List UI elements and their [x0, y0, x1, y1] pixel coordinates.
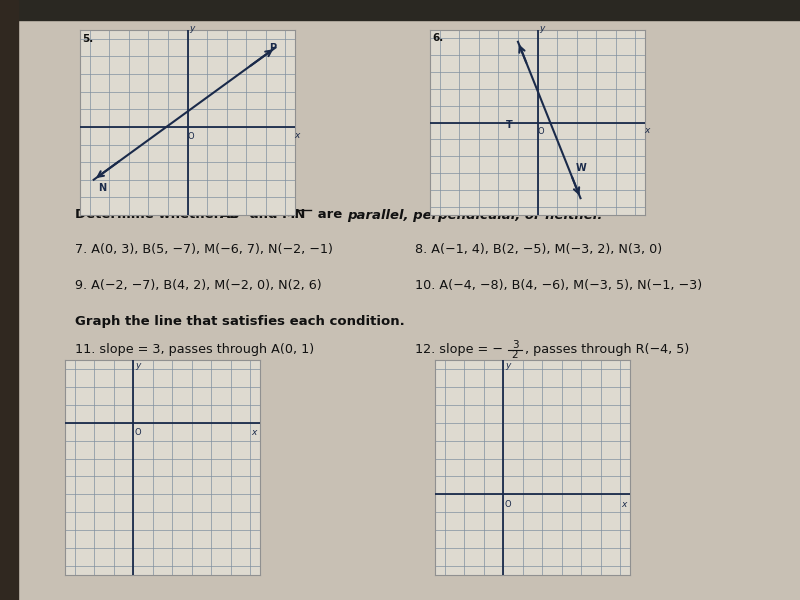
Text: Determine whether: Determine whether — [75, 208, 225, 221]
Text: Graph the line that satisfies each condition.: Graph the line that satisfies each condi… — [75, 316, 405, 329]
Text: T: T — [506, 119, 513, 130]
Text: O: O — [537, 127, 544, 136]
Text: 2: 2 — [512, 350, 518, 360]
Text: AB: AB — [220, 208, 240, 221]
Text: 11. slope = 3, passes through A(0, 1): 11. slope = 3, passes through A(0, 1) — [75, 343, 314, 356]
Text: MN: MN — [282, 208, 306, 221]
Text: and: and — [245, 208, 282, 221]
Bar — [0, 0, 800, 20]
Text: P: P — [269, 43, 276, 53]
Text: O: O — [135, 428, 142, 437]
Text: 7. A(0, 3), B(5, −7), M(−6, 7), N(−2, −1): 7. A(0, 3), B(5, −7), M(−6, 7), N(−2, −1… — [75, 244, 333, 257]
Text: , passes through R(−4, 5): , passes through R(−4, 5) — [525, 343, 690, 356]
Text: y: y — [135, 361, 141, 370]
Text: 3: 3 — [512, 340, 518, 350]
Bar — [0, 0, 18, 600]
Text: parallel, perpendicular, or neither.: parallel, perpendicular, or neither. — [347, 208, 602, 221]
Text: 10. A(−4, −8), B(4, −6), M(−3, 5), N(−1, −3): 10. A(−4, −8), B(4, −6), M(−3, 5), N(−1,… — [415, 278, 702, 292]
Text: x: x — [644, 127, 650, 136]
Text: are: are — [313, 208, 347, 221]
Text: x: x — [251, 428, 257, 437]
Text: y: y — [506, 361, 511, 370]
Text: N: N — [98, 183, 106, 193]
Text: y: y — [190, 24, 195, 33]
Text: 5.: 5. — [82, 34, 94, 44]
Text: 9. A(−2, −7), B(4, 2), M(−2, 0), N(2, 6): 9. A(−2, −7), B(4, 2), M(−2, 0), N(2, 6) — [75, 278, 322, 292]
Text: x: x — [622, 500, 627, 509]
Text: O: O — [505, 500, 511, 509]
Text: W: W — [576, 163, 586, 173]
Text: 12. slope = −: 12. slope = − — [415, 343, 503, 356]
Text: O: O — [187, 132, 194, 141]
Text: 6.: 6. — [432, 34, 443, 43]
Text: ĂB̆: ĂB̆ — [220, 208, 240, 221]
Text: 8. A(−1, 4), B(2, −5), M(−3, 2), N(3, 0): 8. A(−1, 4), B(2, −5), M(−3, 2), N(3, 0) — [415, 244, 662, 257]
Text: y: y — [540, 24, 545, 33]
Text: x: x — [294, 131, 300, 140]
